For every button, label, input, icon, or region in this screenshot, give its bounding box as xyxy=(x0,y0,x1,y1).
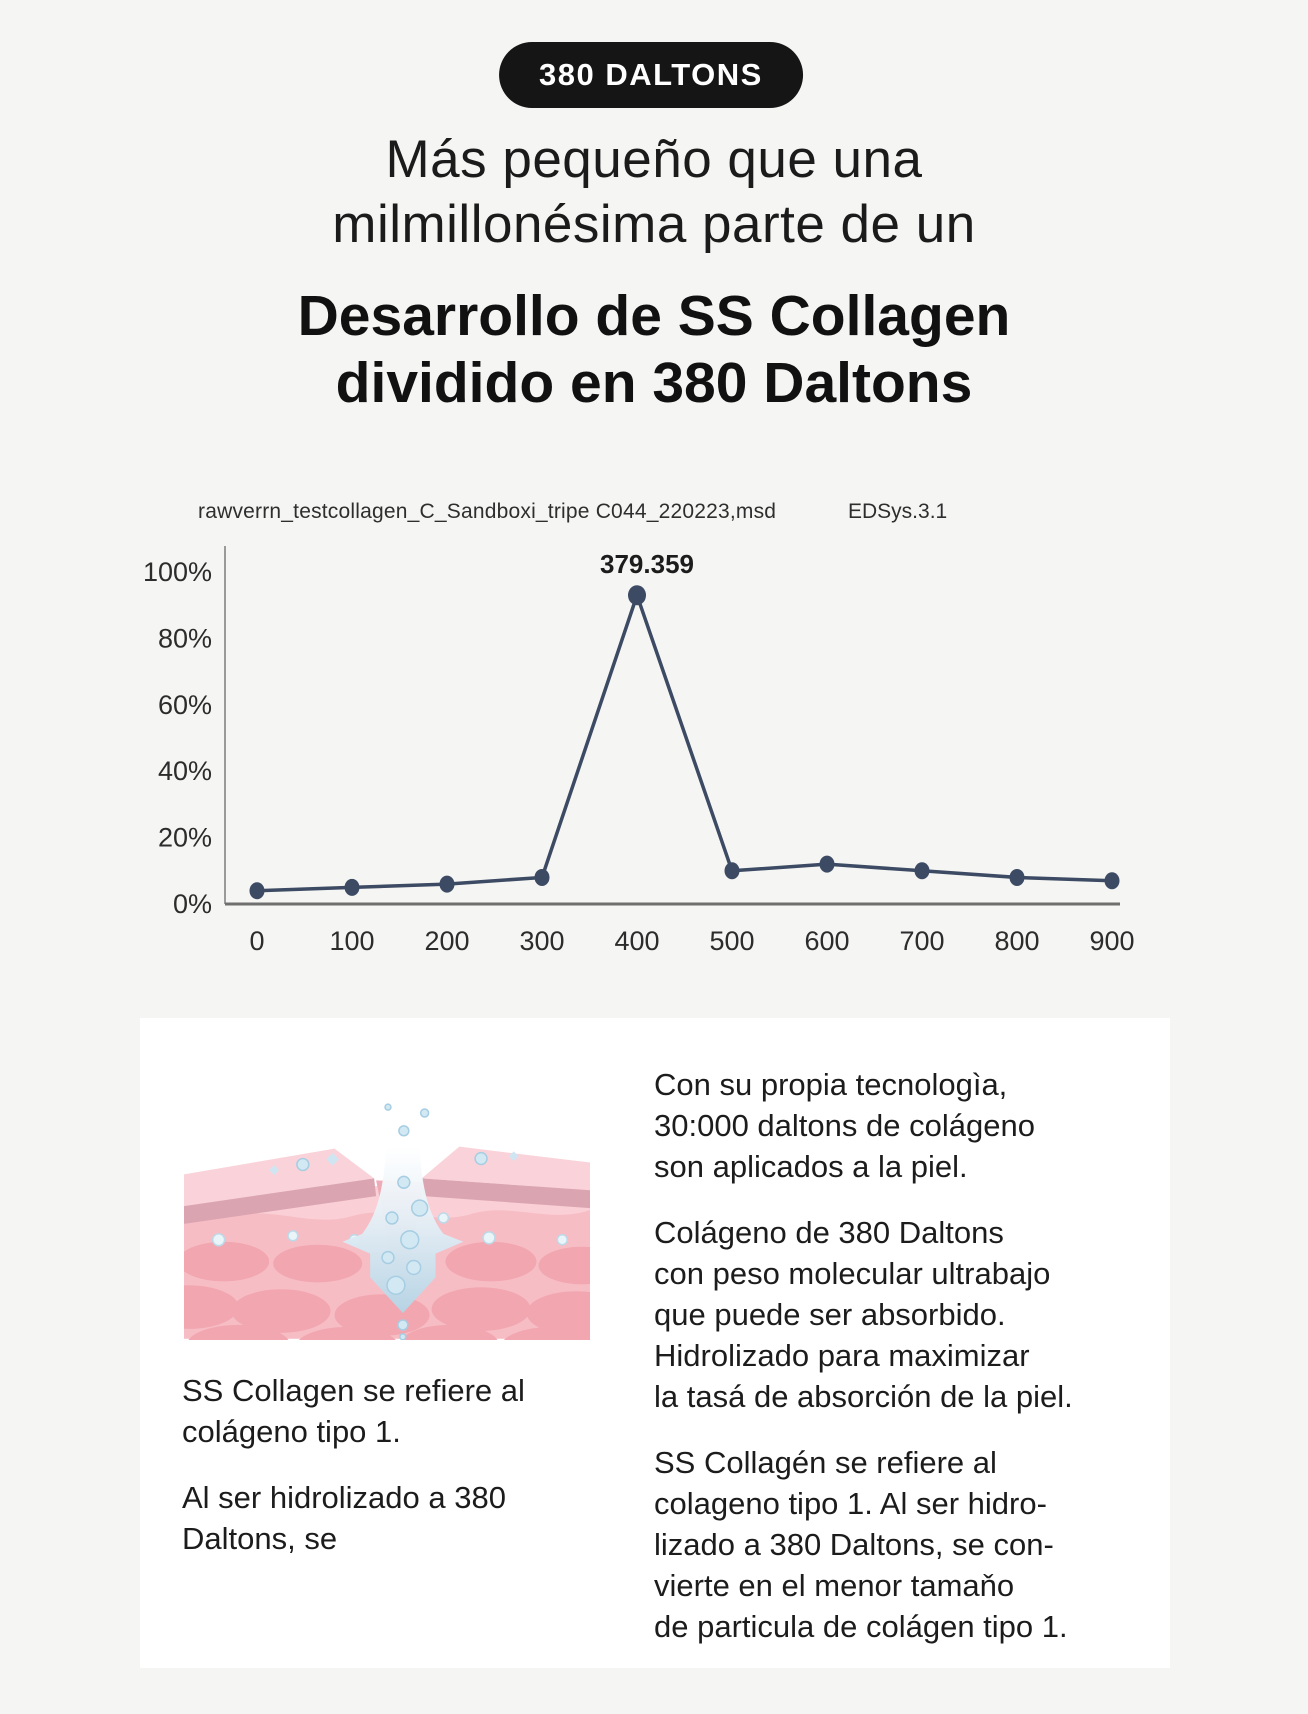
caption-column: SS Collagen se refiere al colágeno tipo … xyxy=(182,1370,652,1584)
svg-text:500: 500 xyxy=(709,926,754,956)
description-paragraph-2: Colágeno de 380 Daltons con peso molecul… xyxy=(654,1215,1073,1414)
line-chart-svg: 100% 80% 60% 40% 20% 0% 0 100 200 300 400 500 600 700… xyxy=(143,546,1135,956)
chart-file-label: rawverrn_testcollagen_C_Sandboxi_tripe C… xyxy=(198,500,777,523)
skin-illustration xyxy=(184,1103,590,1340)
svg-text:40%: 40% xyxy=(158,756,212,786)
absorption-arrow xyxy=(342,1146,464,1314)
svg-text:20%: 20% xyxy=(158,823,212,853)
svg-text:60%: 60% xyxy=(158,690,212,720)
svg-text:300: 300 xyxy=(519,926,564,956)
dermis-bubbles xyxy=(211,1212,568,1247)
svg-text:900: 900 xyxy=(1089,926,1134,956)
svg-text:600: 600 xyxy=(804,926,849,956)
main-title: Desarrollo de SS Collagen dividido en 38… xyxy=(297,284,1011,416)
svg-text:100%: 100% xyxy=(143,557,212,587)
subtitle-text: Más pequeño que una milmillonésima parte… xyxy=(332,130,976,254)
description-column: Con su propia tecnologìa, 30:000 daltons… xyxy=(654,1064,1140,1672)
caption-paragraph-2: Al ser hidrolizado a 380 Daltons, se xyxy=(182,1480,506,1556)
svg-text:0%: 0% xyxy=(173,889,212,919)
svg-text:700: 700 xyxy=(899,926,944,956)
svg-text:0: 0 xyxy=(249,926,264,956)
svg-text:800: 800 xyxy=(994,926,1039,956)
svg-text:200: 200 xyxy=(424,926,469,956)
svg-text:400: 400 xyxy=(614,926,659,956)
epidermis-layer xyxy=(184,1146,590,1224)
caption-paragraph-1: SS Collagen se refiere al colágeno tipo … xyxy=(182,1373,525,1449)
absorption-bubbles xyxy=(296,1103,488,1340)
info-card: SS Collagen se refiere al colágeno tipo … xyxy=(140,1018,1170,1668)
svg-text:80%: 80% xyxy=(158,623,212,653)
description-paragraph-3: SS Collagén se refiere al colageno tipo … xyxy=(654,1445,1068,1644)
daltons-badge: 380 DALTONS xyxy=(499,42,803,108)
svg-text:100: 100 xyxy=(329,926,374,956)
description-paragraph-1: Con su propia tecnologìa, 30:000 daltons… xyxy=(654,1067,1035,1184)
svg-text:379.359: 379.359 xyxy=(600,549,694,579)
chart-system-label: EDSys.3.1 xyxy=(848,500,948,523)
molecular-weight-chart: rawverrn_testcollagen_C_Sandboxi_tripe C… xyxy=(120,492,1140,997)
